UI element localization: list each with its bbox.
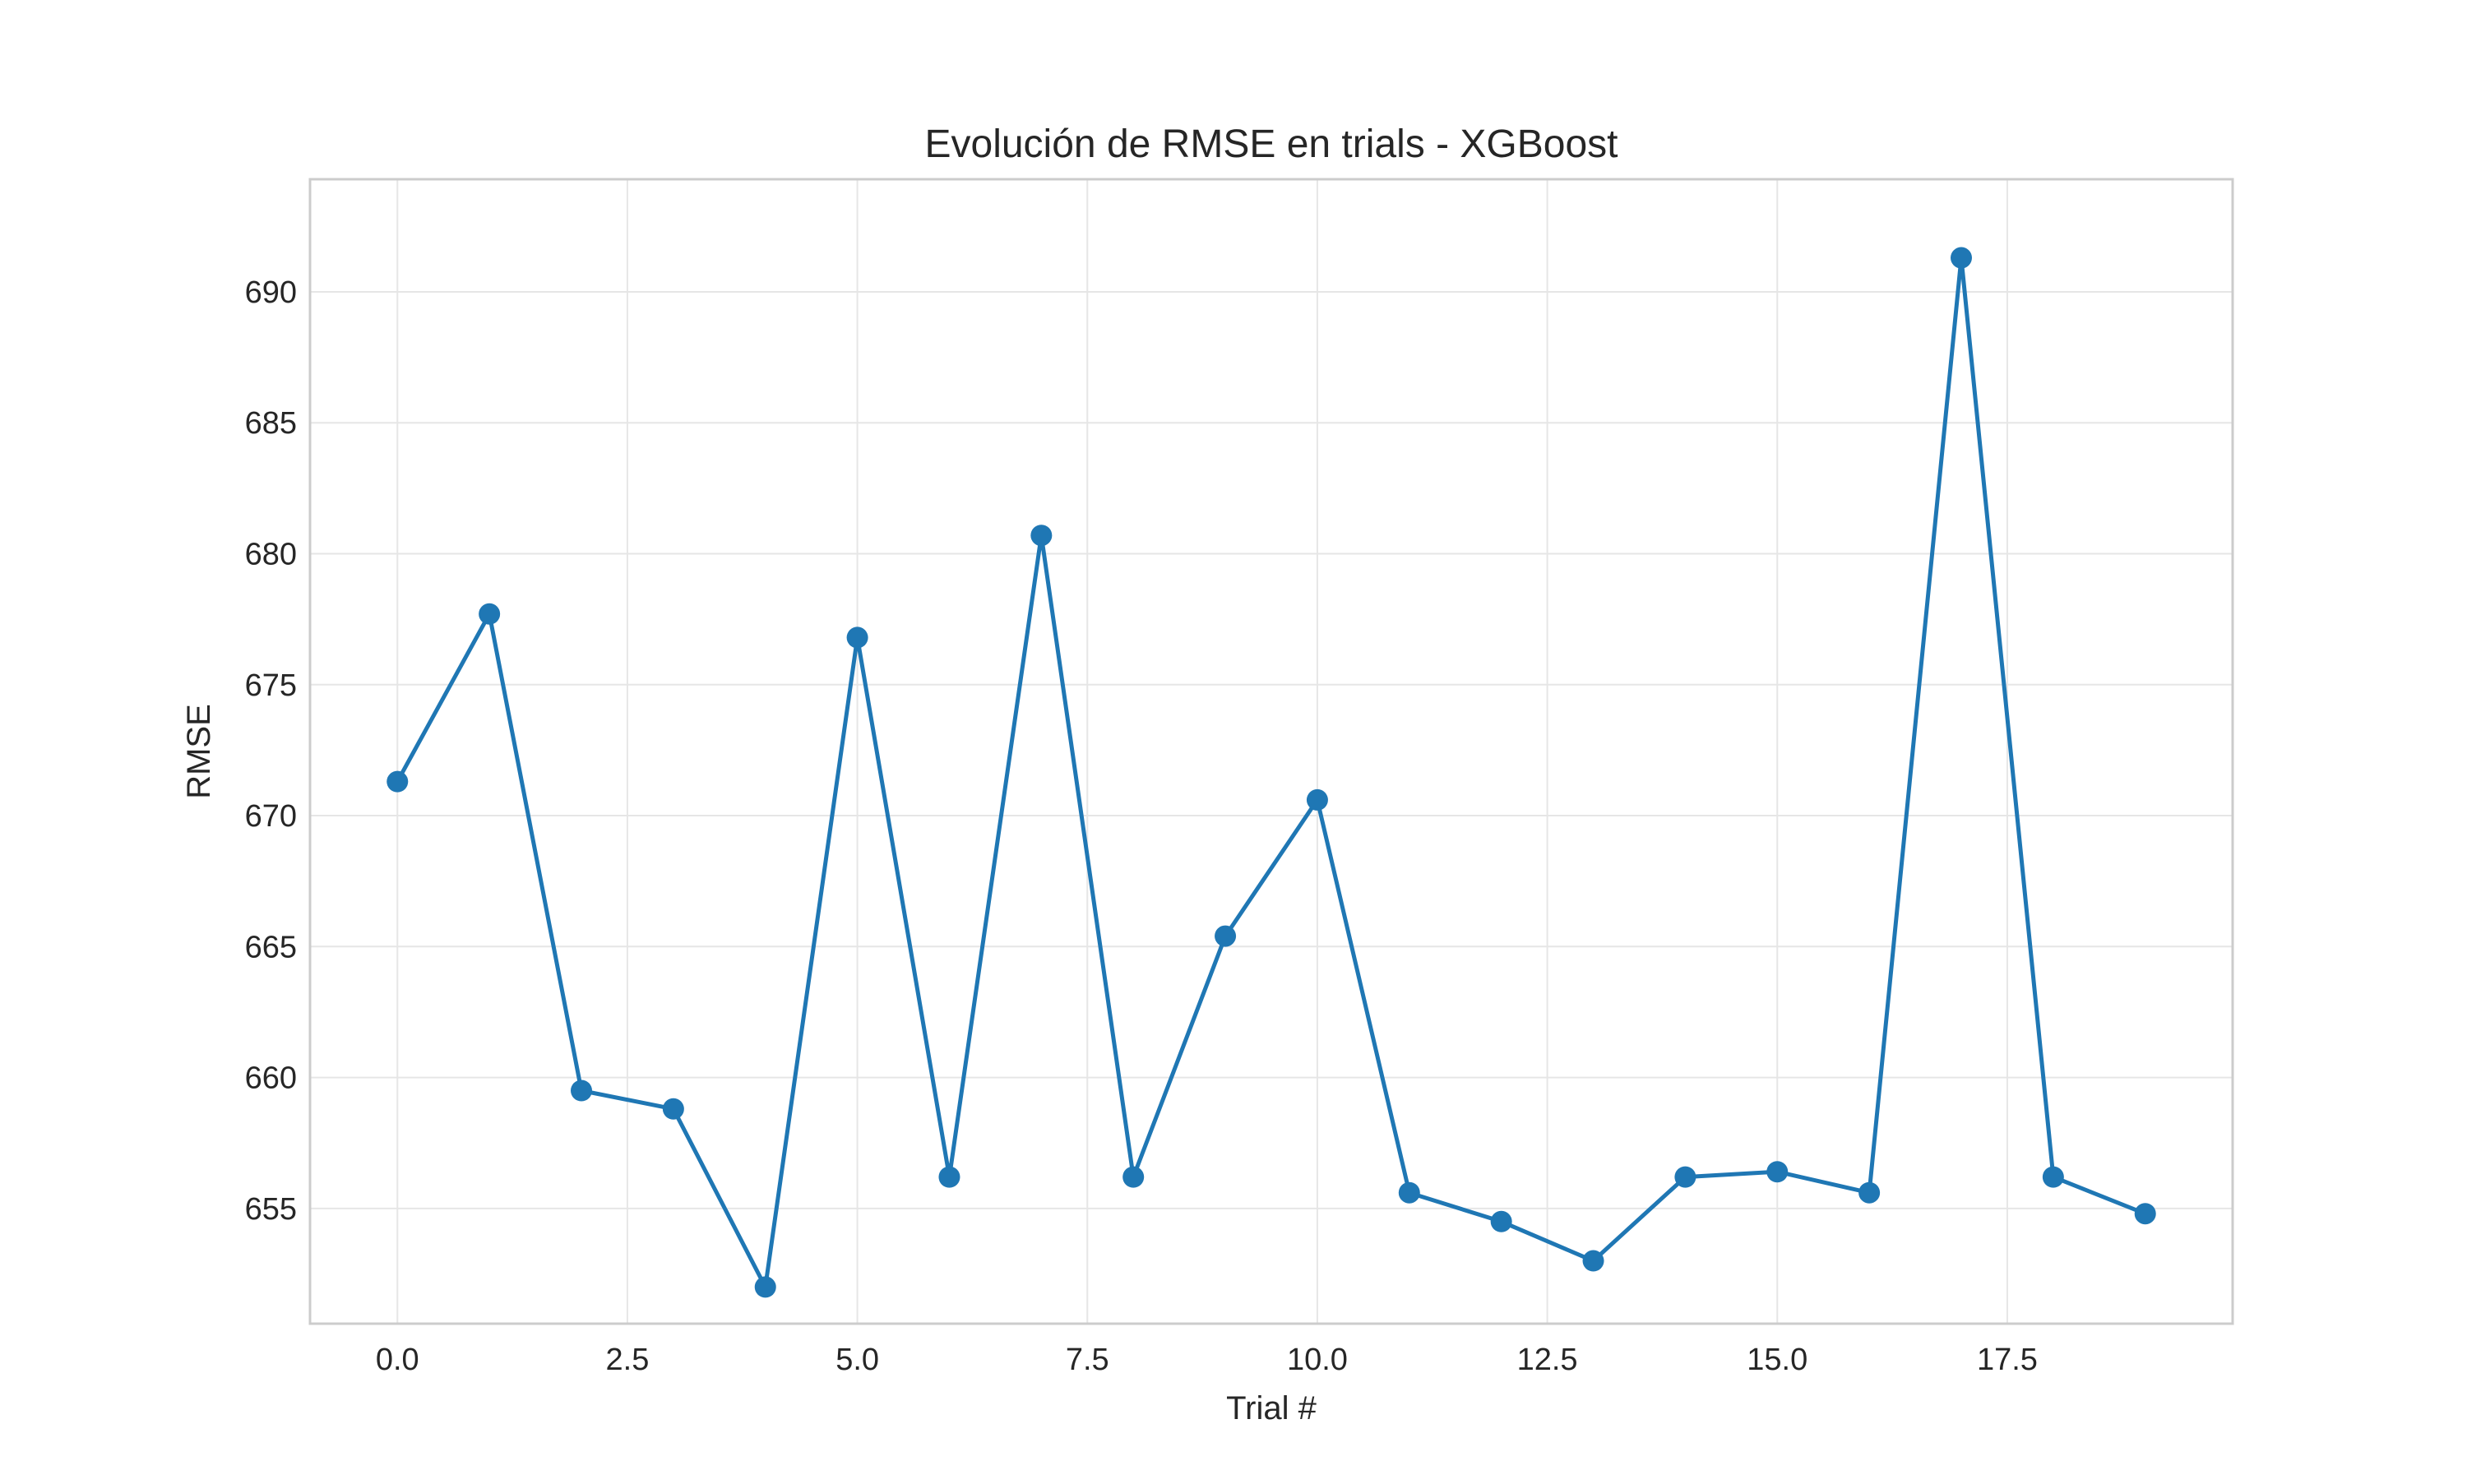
data-point [1306,788,1328,811]
data-point [1490,1210,1512,1232]
x-tick-label: 12.5 [1517,1343,1578,1377]
x-axis-label: Trial # [1226,1390,1317,1426]
x-tick-label: 0.0 [376,1343,419,1377]
data-point [1766,1161,1789,1183]
y-tick-label: 675 [245,668,297,703]
x-axis-ticks: 0.0 2.5 5.0 7.5 10.0 12.5 15.0 17.5 [376,1343,2038,1377]
x-tick-label: 10.0 [1287,1343,1348,1377]
series-layer [386,247,2156,1298]
x-tick-label: 2.5 [606,1343,650,1377]
data-point [1950,247,1972,269]
x-tick-label: 5.0 [835,1343,879,1377]
data-point [662,1098,684,1120]
data-point [571,1079,593,1102]
data-point [1122,1166,1145,1188]
y-axis-ticks: 655 660 665 670 675 680 685 690 [245,275,297,1227]
data-point [846,626,868,649]
data-point [1030,525,1053,547]
y-tick-label: 655 [245,1192,297,1227]
data-point [1674,1166,1696,1188]
data-point [1398,1181,1420,1204]
data-point [2042,1166,2064,1188]
data-point [386,770,409,793]
plot-frame [308,178,2234,1325]
data-point [754,1276,776,1298]
x-tick-label: 15.0 [1747,1343,1807,1377]
data-point [1858,1181,1881,1204]
y-tick-label: 670 [245,799,297,834]
y-tick-label: 680 [245,538,297,572]
series-line [395,256,2148,1289]
x-tick-label: 7.5 [1066,1343,1109,1377]
y-axis-label: RMSE [181,704,217,799]
chart-title: Evolución de RMSE en trials - XGBoost [924,123,1618,166]
grid [310,179,2233,1324]
data-point [1582,1250,1604,1272]
y-tick-label: 660 [245,1061,297,1096]
data-point [938,1166,960,1188]
y-tick-label: 685 [245,406,297,441]
y-tick-label: 690 [245,275,297,310]
data-point [1215,925,1237,947]
x-tick-label: 17.5 [1977,1343,2038,1377]
data-point [2134,1203,2156,1225]
y-tick-label: 665 [245,930,297,964]
data-point [479,603,501,625]
